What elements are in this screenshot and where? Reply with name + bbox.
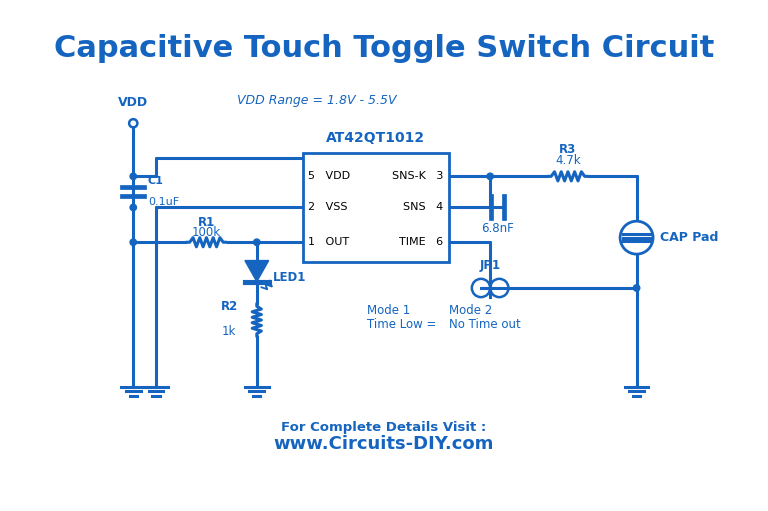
Text: 2   VSS: 2 VSS [308, 202, 348, 213]
Text: 1k: 1k [222, 324, 237, 338]
Text: 0.1uF: 0.1uF [148, 197, 179, 207]
Text: 1   OUT: 1 OUT [308, 237, 349, 247]
Text: VDD Range = 1.8V - 5.5V: VDD Range = 1.8V - 5.5V [237, 94, 396, 107]
Text: AT42QT1012: AT42QT1012 [326, 131, 425, 145]
Circle shape [130, 239, 137, 245]
Text: LED1: LED1 [273, 270, 306, 284]
Text: R1: R1 [198, 217, 215, 229]
Text: Mode 2: Mode 2 [449, 305, 492, 317]
Text: 4.7k: 4.7k [555, 154, 581, 167]
Text: Time Low =: Time Low = [366, 318, 436, 331]
Bar [303, 153, 449, 262]
Text: www.Circuits-DIY.com: www.Circuits-DIY.com [274, 434, 494, 453]
Text: SNS-K   3: SNS-K 3 [392, 171, 443, 181]
Text: Capacitive Touch Toggle Switch Circuit: Capacitive Touch Toggle Switch Circuit [54, 34, 714, 63]
Text: R2: R2 [220, 299, 238, 313]
Text: 5   VDD: 5 VDD [308, 171, 350, 181]
Circle shape [130, 173, 137, 179]
Circle shape [130, 204, 137, 211]
Circle shape [253, 239, 260, 245]
Text: SNS   4: SNS 4 [403, 202, 443, 213]
Circle shape [487, 173, 493, 179]
Text: R3: R3 [559, 143, 577, 156]
Text: 100k: 100k [192, 226, 221, 240]
Text: For Complete Details Visit :: For Complete Details Visit : [281, 421, 487, 434]
Text: CAP Pad: CAP Pad [660, 231, 719, 244]
Text: Mode 1: Mode 1 [366, 305, 410, 317]
Circle shape [634, 285, 640, 291]
Text: TIME   6: TIME 6 [399, 237, 443, 247]
Text: VDD: VDD [118, 96, 148, 109]
Polygon shape [245, 261, 269, 282]
Text: 6.8nF: 6.8nF [481, 222, 514, 235]
Text: No Time out: No Time out [449, 318, 521, 331]
Text: JP1: JP1 [479, 259, 501, 271]
Text: C1: C1 [148, 176, 164, 187]
